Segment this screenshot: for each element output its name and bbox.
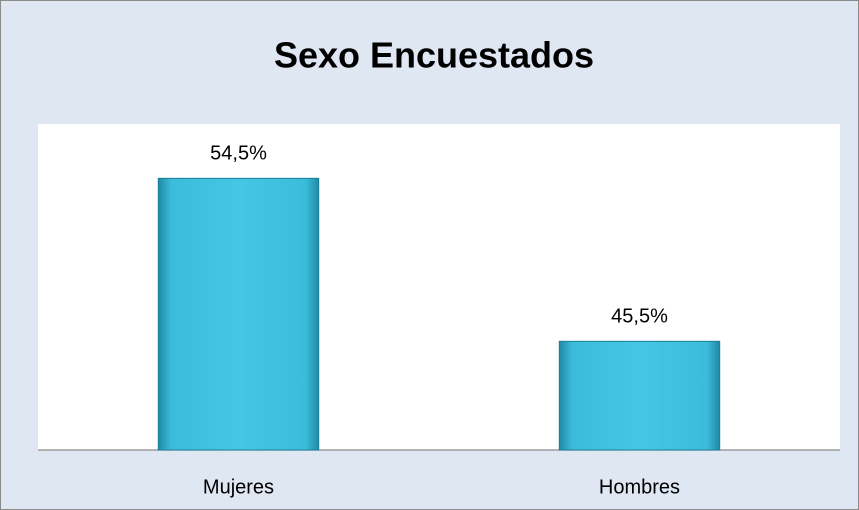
bar (558, 340, 721, 451)
x-tick-label: Hombres (599, 476, 680, 498)
chart-title: Sexo Encuestados (274, 35, 594, 76)
data-label: 45,5% (611, 306, 668, 328)
data-label: 54,5% (210, 143, 267, 165)
x-tick-label: Mujeres (203, 476, 274, 498)
bar (157, 177, 320, 451)
